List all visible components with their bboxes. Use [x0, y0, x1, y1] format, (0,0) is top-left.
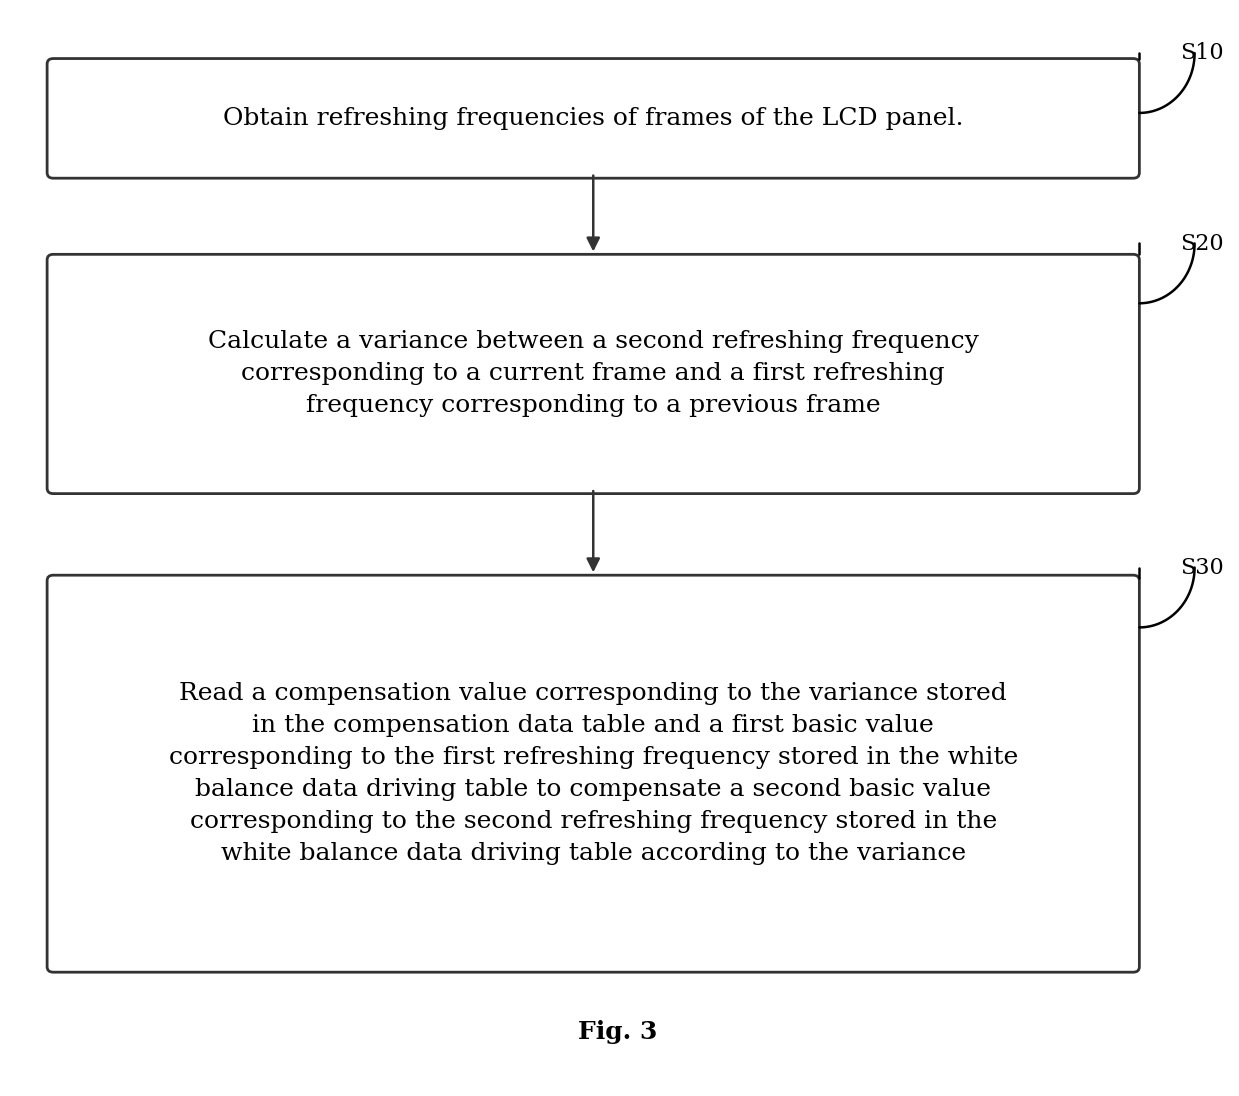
FancyBboxPatch shape — [47, 58, 1140, 179]
Text: Obtain refreshing frequencies of frames of the LCD panel.: Obtain refreshing frequencies of frames … — [223, 107, 964, 129]
Text: S10: S10 — [1180, 43, 1223, 65]
Text: S20: S20 — [1180, 232, 1223, 254]
Text: Fig. 3: Fig. 3 — [579, 1020, 658, 1044]
Text: Calculate a variance between a second refreshing frequency
corresponding to a cu: Calculate a variance between a second re… — [208, 331, 979, 418]
FancyBboxPatch shape — [47, 254, 1140, 493]
FancyBboxPatch shape — [47, 575, 1140, 972]
Text: Read a compensation value corresponding to the variance stored
in the compensati: Read a compensation value corresponding … — [169, 682, 1018, 865]
Text: S30: S30 — [1180, 557, 1224, 579]
